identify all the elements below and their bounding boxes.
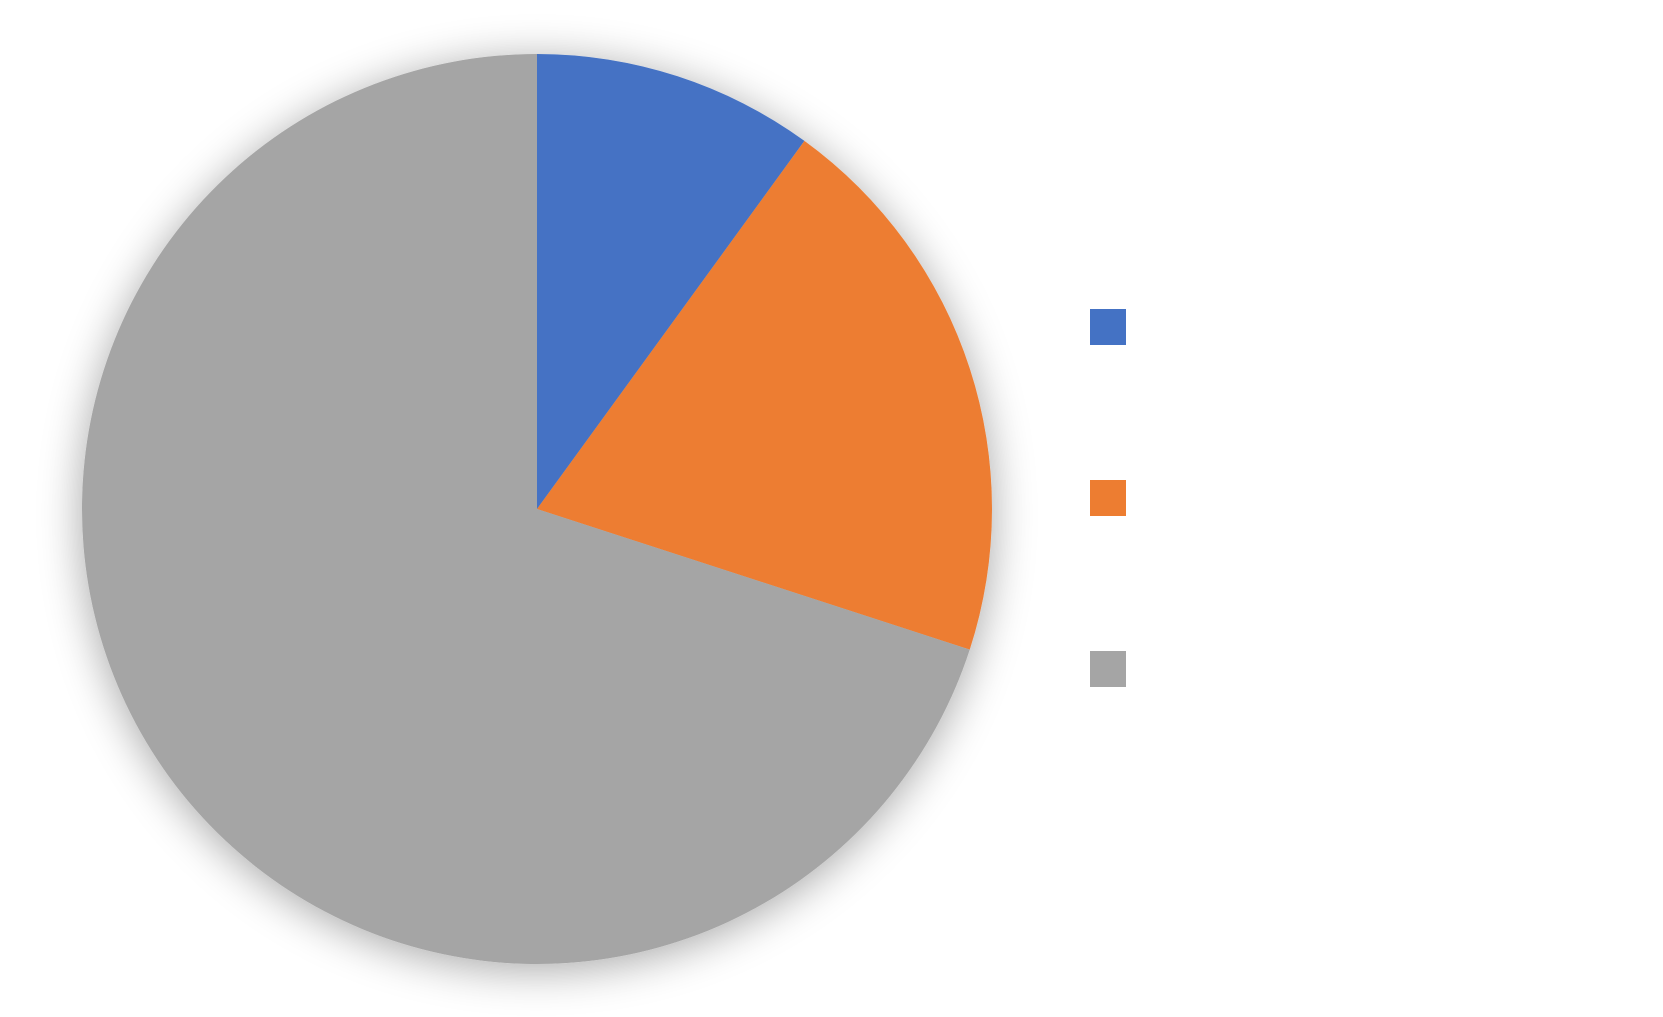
pie-slice-1 (537, 54, 805, 509)
legend (1090, 309, 1490, 822)
pie-slices (81, 54, 992, 964)
legend-swatch-1 (1090, 309, 1126, 345)
pie-slice-2 (537, 140, 992, 650)
legend-item-3 (1090, 651, 1490, 687)
legend-swatch-2 (1090, 480, 1126, 516)
pie-slice-3 (81, 54, 970, 964)
legend-item-2 (1090, 480, 1490, 516)
legend-item-1 (1090, 309, 1490, 345)
legend-swatch-3 (1090, 651, 1126, 687)
